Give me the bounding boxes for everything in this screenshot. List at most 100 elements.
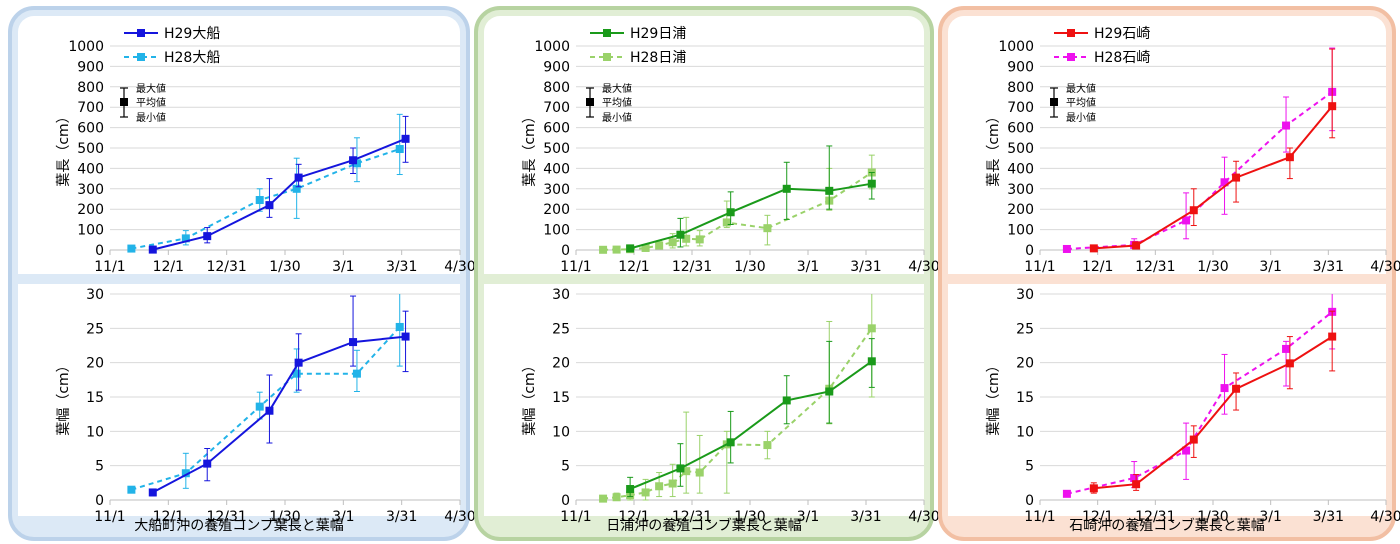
- y-tick-label: 500: [1007, 141, 1034, 157]
- width-chart-area: 0 5 10 15 20 25 30 11/1 12/1 12/31 1/30 3/1 3/31 4/30…: [948, 284, 1400, 525]
- y-tick-label: 900: [1007, 59, 1034, 75]
- x-tick-label: 12/1: [618, 259, 649, 275]
- y-tick-label: 0: [1025, 493, 1034, 509]
- series-h28: [127, 113, 404, 253]
- data-point-marker: [726, 438, 735, 447]
- y-axis-label: 葉長（cm）: [56, 109, 72, 186]
- data-point-marker: [127, 244, 136, 253]
- x-tick-label: 12/1: [618, 509, 649, 525]
- y-axis-label: 葉幅（cm）: [986, 358, 1002, 435]
- y-tick-label: 100: [77, 223, 104, 239]
- y-tick-label: 800: [1007, 80, 1034, 96]
- legend-marker-h28: [137, 53, 145, 61]
- y-tick-label: 30: [86, 287, 104, 303]
- x-tick-label: 3/31: [386, 509, 417, 525]
- data-point-marker: [599, 494, 608, 503]
- y-tick-label: 0: [1025, 243, 1034, 259]
- data-point-marker: [1328, 102, 1337, 111]
- y-tick-label: 10: [1016, 424, 1034, 440]
- data-point-marker: [1232, 384, 1241, 393]
- data-point-marker: [655, 241, 664, 250]
- x-tick-label: 4/30: [444, 509, 475, 525]
- y-tick-label: 100: [543, 223, 570, 239]
- data-point-marker: [255, 196, 264, 205]
- data-point-marker: [352, 369, 361, 378]
- data-point-marker: [1132, 480, 1141, 489]
- y-tick-label: 300: [77, 182, 104, 198]
- y-tick-label: 300: [543, 182, 570, 198]
- data-point-marker: [1282, 344, 1291, 353]
- x-tick-label: 3/1: [332, 509, 355, 525]
- y-tick-label: 25: [1016, 321, 1034, 337]
- x-tick-label: 1/30: [1197, 259, 1228, 275]
- legend-marker-h29: [1067, 29, 1075, 37]
- data-point-marker: [1285, 359, 1294, 368]
- x-tick-label: 4/30: [908, 509, 939, 525]
- data-point-marker: [294, 173, 303, 182]
- y-tick-label: 200: [543, 202, 570, 218]
- region-caption: 石崎沖の養殖コンブ葉長と葉幅: [1069, 518, 1265, 534]
- data-point-marker: [1189, 435, 1198, 444]
- x-tick-label: 4/30: [1370, 509, 1400, 525]
- x-tick-label: 12/1: [153, 509, 184, 525]
- series-h29: [148, 295, 410, 497]
- x-tick-label: 3/31: [1313, 509, 1344, 525]
- data-point-marker: [1232, 173, 1241, 182]
- y-tick-label: 0: [95, 243, 104, 259]
- y-tick-label: 1000: [534, 39, 570, 55]
- data-point-marker: [1282, 121, 1291, 130]
- series-line: [1066, 311, 1333, 495]
- series-line: [1093, 105, 1333, 250]
- y-tick-label: 800: [543, 80, 570, 96]
- y-tick-label: 15: [1016, 390, 1034, 406]
- error-key-mean: 平均値: [1066, 96, 1096, 109]
- data-point-marker: [695, 468, 704, 477]
- y-tick-label: 700: [543, 100, 570, 116]
- y-tick-label: 1000: [998, 39, 1034, 55]
- x-tick-label: 3/1: [797, 259, 820, 275]
- y-tick-label: 400: [543, 161, 570, 177]
- data-point-marker: [612, 493, 621, 502]
- data-point-marker: [867, 357, 876, 366]
- y-tick-label: 600: [1007, 121, 1034, 137]
- y-tick-label: 600: [77, 121, 104, 137]
- legend-label-h28: H28石崎: [1094, 50, 1150, 66]
- y-axis-label: 葉長（cm）: [986, 109, 1002, 186]
- data-point-marker: [1328, 332, 1337, 341]
- data-point-marker: [401, 332, 410, 341]
- data-point-marker: [763, 224, 772, 233]
- data-point-marker: [349, 338, 358, 347]
- series-h28: [599, 294, 876, 503]
- length-chart-hiura: 0 100 200 300 400 500 600 700 800 900 1000 11/1 12/1…: [522, 26, 940, 275]
- legend-marker-h29: [603, 29, 611, 37]
- series-h29: [626, 338, 876, 498]
- data-point-marker: [1062, 489, 1071, 498]
- x-tick-label: 3/31: [850, 509, 881, 525]
- error-key-max: 最大値: [136, 82, 166, 95]
- y-tick-label: 500: [77, 141, 104, 157]
- series-h29: [626, 145, 876, 253]
- x-tick-label: 11/1: [560, 259, 591, 275]
- x-tick-label: 4/30: [1370, 259, 1400, 275]
- error-key-marker: [120, 98, 128, 106]
- width-chart-hiura: 0 5 10 15 20 25 30 11/1 12/1 12/31 1/30 3/1 3/31 4/30…: [522, 287, 940, 525]
- series-line: [131, 326, 401, 491]
- data-point-marker: [1182, 216, 1191, 225]
- data-point-marker: [1062, 244, 1071, 253]
- series-line: [152, 137, 406, 251]
- series-h28: [1062, 294, 1337, 498]
- data-point-marker: [265, 406, 274, 415]
- series-h29: [148, 115, 410, 254]
- error-key-max: 最大値: [602, 82, 632, 95]
- data-point-marker: [722, 218, 731, 227]
- x-tick-label: 3/1: [332, 259, 355, 275]
- data-point-marker: [1089, 244, 1098, 253]
- data-point-marker: [395, 145, 404, 154]
- data-point-marker: [825, 387, 834, 396]
- data-point-marker: [782, 396, 791, 405]
- x-tick-label: 1/30: [734, 259, 765, 275]
- x-tick-label: 4/30: [444, 259, 475, 275]
- error-key-min: 最小値: [136, 111, 166, 124]
- width-chart-ishizaki: 0 5 10 15 20 25 30 11/1 12/1 12/31 1/30 3/1 3/31 4/30…: [986, 287, 1400, 525]
- x-tick-label: 12/31: [1135, 259, 1175, 275]
